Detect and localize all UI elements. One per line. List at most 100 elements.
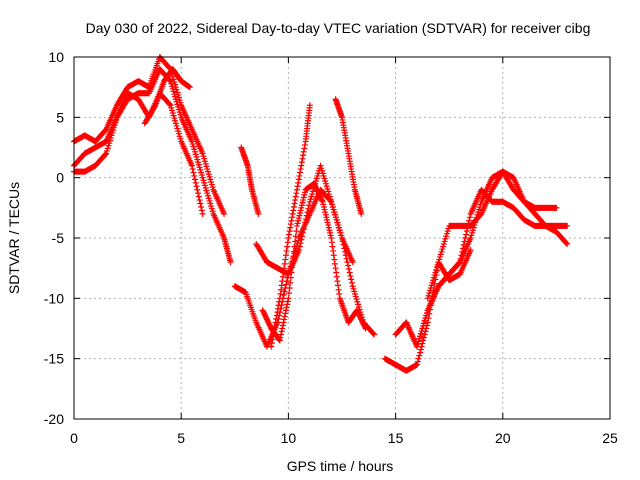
x-tick-label: 25 <box>602 430 618 446</box>
data-point <box>273 312 280 319</box>
data-point <box>278 331 285 338</box>
data-point <box>195 190 202 197</box>
data-point <box>270 329 277 336</box>
data-point <box>299 155 306 162</box>
data-point <box>336 291 343 298</box>
data-point <box>466 217 473 224</box>
data-point <box>280 291 287 298</box>
data-point <box>221 210 228 217</box>
data-point <box>456 259 463 266</box>
data-point <box>345 262 352 269</box>
data-point <box>416 352 423 359</box>
y-tick-label: -15 <box>44 351 64 367</box>
data-point <box>299 233 306 240</box>
data-point <box>286 228 293 235</box>
data-point <box>466 214 473 221</box>
data-point <box>303 216 310 223</box>
x-tick-label: 5 <box>177 430 185 446</box>
data-point <box>300 226 307 233</box>
data-point <box>293 228 300 235</box>
data-point <box>285 235 292 241</box>
data-point <box>564 241 571 248</box>
data-point <box>421 331 428 338</box>
data-point <box>279 278 286 285</box>
data-point <box>293 186 300 193</box>
data-point <box>292 238 299 245</box>
data-point <box>286 284 293 291</box>
data-point <box>331 260 338 267</box>
data-point <box>295 176 302 183</box>
data-point <box>284 298 291 305</box>
data-point <box>346 269 353 276</box>
data-point <box>328 239 335 246</box>
plot-marks <box>71 54 571 374</box>
y-tick-label: 0 <box>56 170 64 186</box>
data-point <box>299 229 306 236</box>
data-point <box>300 152 307 159</box>
data-point <box>344 259 351 266</box>
data-point <box>268 343 275 350</box>
data-point <box>301 141 308 148</box>
series-track-5 <box>238 144 262 217</box>
data-point <box>563 240 570 247</box>
data-point <box>414 358 421 365</box>
data-point <box>289 259 296 266</box>
data-point <box>460 241 467 248</box>
data-point <box>284 301 291 308</box>
data-point <box>282 256 289 263</box>
data-point <box>328 235 335 241</box>
axis-ticks: 0 5 10 15 20 25 -20 -15 -10 -5 0 5 10 <box>44 49 618 446</box>
data-point <box>286 231 293 238</box>
data-point <box>278 282 285 289</box>
data-point <box>415 355 422 362</box>
data-point <box>282 310 289 317</box>
data-point <box>301 145 308 152</box>
data-point <box>198 203 205 210</box>
data-point <box>349 259 356 266</box>
data-point <box>306 202 313 209</box>
data-point <box>290 203 297 210</box>
data-point <box>189 166 196 173</box>
data-point <box>197 200 204 207</box>
data-point <box>255 210 262 217</box>
y-tick-label: -5 <box>52 230 65 246</box>
series-track-2 <box>71 66 234 266</box>
data-point <box>290 248 297 255</box>
data-point <box>291 243 298 250</box>
data-point <box>191 172 198 179</box>
data-point <box>288 217 295 224</box>
data-point <box>289 210 296 217</box>
data-point <box>335 286 342 293</box>
x-tick-label: 0 <box>70 430 78 446</box>
data-point <box>151 103 158 110</box>
x-axis-label: GPS time / hours <box>287 458 394 474</box>
series-track-8 <box>259 180 369 344</box>
data-point <box>371 331 378 338</box>
data-point <box>102 151 109 158</box>
data-point <box>457 255 464 262</box>
data-point <box>345 266 352 273</box>
data-point <box>553 204 560 211</box>
data-point <box>279 322 286 329</box>
data-point <box>459 245 466 252</box>
data-point <box>193 183 200 190</box>
data-point <box>463 228 470 235</box>
data-point <box>274 309 281 316</box>
data-point <box>279 273 286 280</box>
data-point <box>194 186 201 193</box>
data-point <box>166 77 173 84</box>
data-point <box>276 298 283 305</box>
data-point <box>417 349 424 356</box>
data-point <box>297 166 304 173</box>
data-point <box>289 264 296 271</box>
data-point <box>292 233 299 240</box>
data-point <box>277 291 284 298</box>
y-tick-label: 5 <box>56 109 64 125</box>
data-point <box>282 307 289 314</box>
data-point <box>281 313 288 320</box>
data-point <box>296 243 303 250</box>
data-point <box>283 281 290 288</box>
data-point <box>297 169 304 176</box>
data-point <box>334 278 341 285</box>
